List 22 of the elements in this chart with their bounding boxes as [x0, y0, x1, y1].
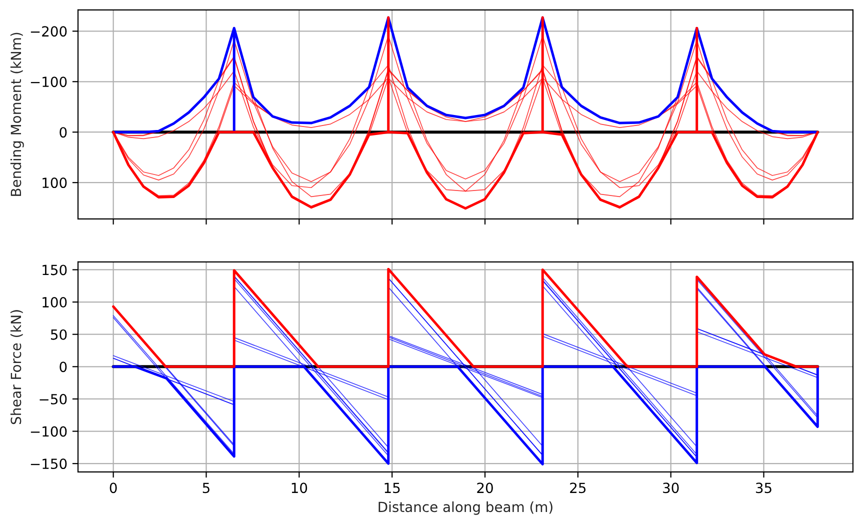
y-tick-label: −100 [30, 76, 67, 88]
y-tick-label: 100 [42, 297, 67, 308]
x-tick-label: 0 [110, 482, 117, 494]
x-tick-label: 20 [477, 482, 493, 494]
x-tick-label: 5 [202, 482, 210, 494]
y-tick-label: 150 [42, 264, 67, 276]
x-tick-label: 10 [292, 482, 308, 494]
y-tick-label: −200 [30, 26, 67, 37]
x-tick-label: 30 [663, 482, 679, 494]
x-tick-label: 35 [756, 482, 772, 494]
y-tick-label: −100 [30, 426, 67, 437]
y-axis-title: Bending Moment (kNm) [10, 32, 24, 196]
x-axis-title: Distance along beam (m) [378, 501, 552, 515]
y-tick-label: −50 [40, 394, 67, 404]
x-tick-label: 25 [570, 482, 586, 494]
y-tick-label: 0 [60, 362, 67, 372]
y-tick-label: 100 [42, 178, 67, 188]
y-axis-title: Shear Force (kN) [10, 310, 23, 424]
y-tick-label: 0 [60, 127, 67, 138]
y-tick-label: −150 [30, 458, 67, 470]
x-tick-label: 15 [384, 482, 400, 494]
y-tick-label: 50 [50, 329, 67, 340]
